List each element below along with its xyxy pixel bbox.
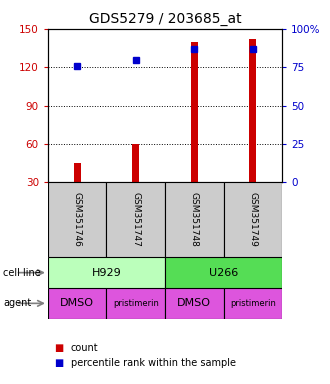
Text: GSM351748: GSM351748 [190,192,199,247]
Bar [191,41,198,182]
Text: agent: agent [3,298,32,308]
Text: GSM351747: GSM351747 [131,192,140,247]
Text: DMSO: DMSO [60,298,94,308]
Text: ■: ■ [54,358,64,368]
Bar [132,144,139,182]
Text: U266: U266 [209,268,238,278]
Text: count: count [71,343,99,353]
Text: DMSO: DMSO [177,298,211,308]
Text: pristimerin: pristimerin [113,299,159,308]
Bar [48,182,106,257]
Bar [48,288,106,319]
Text: GSM351749: GSM351749 [248,192,257,247]
Text: GSM351746: GSM351746 [73,192,82,247]
Bar [106,288,165,319]
Bar [249,39,256,182]
Bar [106,182,165,257]
Text: cell line: cell line [3,268,41,278]
Text: H929: H929 [91,268,121,278]
Bar [48,257,165,288]
Bar [224,288,282,319]
Text: pristimerin: pristimerin [230,299,276,308]
Bar [165,257,282,288]
Bar [165,288,224,319]
Bar [224,182,282,257]
Title: GDS5279 / 203685_at: GDS5279 / 203685_at [89,12,241,26]
Bar [165,182,224,257]
Bar [74,163,81,182]
Text: percentile rank within the sample: percentile rank within the sample [71,358,236,368]
Text: ■: ■ [54,343,64,353]
